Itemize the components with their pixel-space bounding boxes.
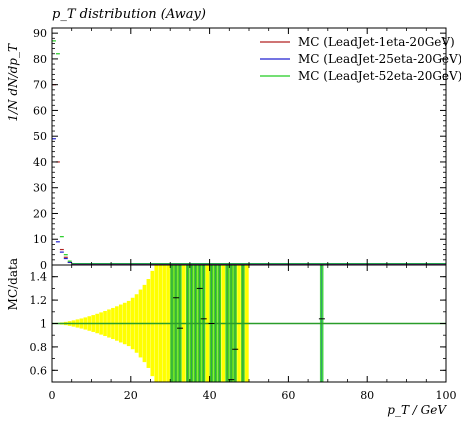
main-y-tick-label: 50 xyxy=(33,130,47,143)
ratio-y-tick-label: 1 xyxy=(40,318,47,331)
ratio-points-layer xyxy=(173,287,325,381)
ratio-y-tick-label: 0.6 xyxy=(30,364,48,377)
main-series-layer xyxy=(52,40,446,265)
x-tick-label: 40 xyxy=(203,389,217,402)
x-tick-label: 0 xyxy=(49,389,56,402)
ratio-y-tick-label: 1.4 xyxy=(30,271,48,284)
main-y-tick-label: 80 xyxy=(33,53,47,66)
ratio-y-tick-label: 0.8 xyxy=(30,341,48,354)
x-tick-label: 100 xyxy=(436,389,457,402)
ratio-mc-layer xyxy=(52,265,446,382)
axes-layer xyxy=(51,27,447,383)
legend-label-2: MC (LeadJet-25eta-20GeV) xyxy=(298,52,461,66)
main-y-tick-label: 0 xyxy=(40,259,47,272)
x-tick-label: 60 xyxy=(281,389,295,402)
chart-title: p_T distribution (Away) xyxy=(52,7,206,22)
legend-label-3: MC (LeadJet-52eta-20GeV) xyxy=(298,69,461,83)
ratio-y-axis-label: MC/data xyxy=(6,258,20,310)
x-tick-label: 80 xyxy=(360,389,374,402)
main-y-tick-label: 10 xyxy=(33,233,47,246)
main-y-tick-label: 40 xyxy=(33,156,47,169)
main-y-tick-label: 20 xyxy=(33,207,47,220)
text-layer: 10 20 30 40 50 60 70 80 90 0 0 20 40 60 80 100 0.6 0.8 1 1.… xyxy=(6,7,457,417)
main-y-tick-label: 30 xyxy=(33,182,47,195)
main-y-tick-label: 90 xyxy=(33,27,47,40)
legend-label-1: MC (LeadJet-1eta-20GeV) xyxy=(298,35,455,49)
legend: MC (LeadJet-1eta-20GeV) MC (LeadJet-25eta… xyxy=(260,35,461,83)
main-y-axis-label: 1/N dN/dp_T xyxy=(6,43,20,122)
main-y-tick-label: 60 xyxy=(33,104,47,117)
x-axis-label: p_T / GeV xyxy=(387,403,447,417)
ratio-y-tick-label: 1.2 xyxy=(30,294,48,307)
main-y-tick-label: 70 xyxy=(33,79,47,92)
x-tick-label: 20 xyxy=(124,389,138,402)
